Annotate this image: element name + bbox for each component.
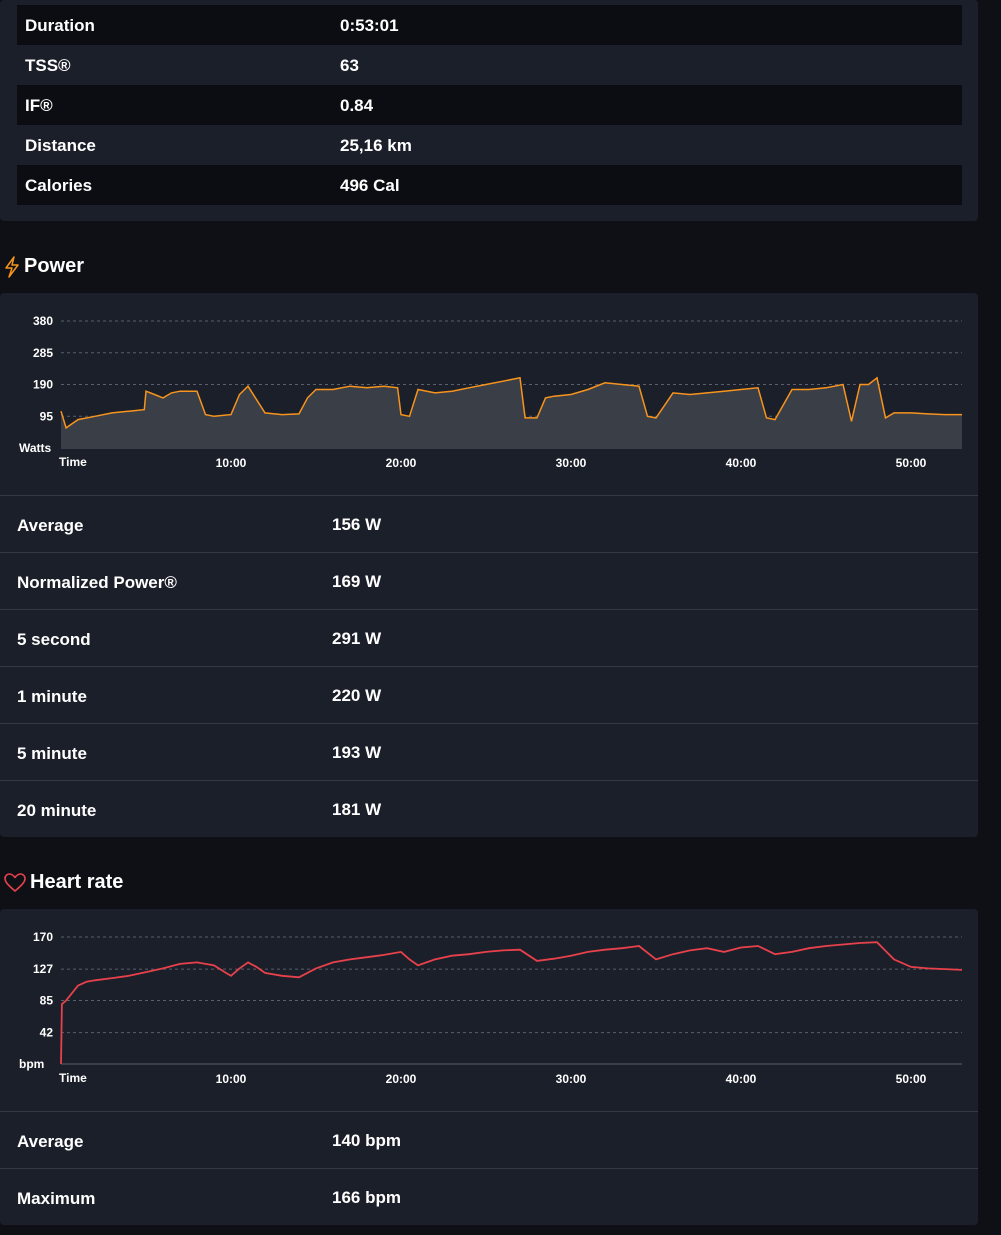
stat-value: 181 W — [332, 800, 382, 819]
power-x-ticks: 10:00 20:00 30:00 40:00 50:00 — [216, 456, 927, 470]
summary-row-distance: Distance 25,16 km — [17, 125, 962, 165]
heart-rate-y-ticks: 42 85 127 170 — [33, 930, 53, 1040]
lightning-icon — [5, 255, 19, 278]
stat-value: 156 W — [332, 515, 382, 534]
y-tick-label: 85 — [40, 994, 54, 1008]
stat-label: 1 minute — [17, 687, 87, 706]
y-tick-label: 170 — [33, 930, 53, 944]
x-tick-label: 10:00 — [216, 1072, 247, 1086]
y-tick-label: 127 — [33, 962, 53, 976]
power-stat-5-second: 5 second 291 W — [0, 609, 978, 667]
x-tick-label: 30:00 — [556, 1072, 587, 1086]
heart-rate-x-ticks: 10:00 20:00 30:00 40:00 50:00 — [216, 1072, 927, 1086]
x-tick-label: 40:00 — [726, 1072, 757, 1086]
y-tick-label: 95 — [40, 409, 54, 423]
y-tick-label: 285 — [33, 346, 53, 360]
power-area — [61, 377, 962, 448]
heart-rate-chart-grid — [61, 936, 962, 1065]
heart-rate-section-title: Heart rate — [4, 871, 123, 894]
summary-value: 496 Cal — [340, 176, 400, 195]
stat-label: 5 second — [17, 630, 91, 649]
y-tick-label: 42 — [40, 1026, 54, 1040]
power-chart: 95 190 285 380 10:00 20:00 30:00 40:00 50:00 Wa… — [19, 314, 962, 470]
x-tick-label: 40:00 — [726, 456, 757, 470]
power-y-axis-label: Watts — [19, 441, 52, 455]
summary-label: TSS® — [25, 56, 71, 75]
heart-rate-y-axis-label: bpm — [19, 1057, 44, 1071]
stat-label: Normalized Power® — [17, 573, 177, 592]
summary-row-tss: TSS® 63 — [17, 45, 962, 85]
stat-label: Average — [17, 1132, 84, 1151]
power-stat-1-minute: 1 minute 220 W — [0, 666, 978, 724]
summary-row-if: IF® 0.84 — [17, 85, 962, 125]
heart-rate-line — [60, 941, 963, 1065]
summary-row-duration: Duration 0:53:01 — [17, 5, 962, 45]
x-tick-label: 30:00 — [556, 456, 587, 470]
x-tick-label: 10:00 — [216, 456, 247, 470]
stat-value: 169 W — [332, 572, 382, 591]
stat-value: 220 W — [332, 686, 382, 705]
heart-rate-title-text: Heart rate — [30, 871, 124, 893]
summary-value: 25,16 km — [340, 136, 412, 155]
power-y-ticks: 95 190 285 380 — [33, 314, 53, 423]
x-tick-label: 20:00 — [386, 456, 417, 470]
heart-rate-stat-maximum: Maximum 166 bpm — [0, 1168, 978, 1226]
stat-label: 5 minute — [17, 744, 87, 763]
summary-value: 0.84 — [340, 96, 374, 115]
power-stat-5-minute: 5 minute 193 W — [0, 723, 978, 781]
power-stat-average: Average 156 W — [0, 495, 978, 553]
heart-rate-x-axis-label: Time — [59, 1071, 87, 1085]
heart-rate-chart: 42 85 127 170 10:00 20:00 30:00 40:00 50:00 bpm… — [19, 930, 963, 1086]
power-section-title: Power — [4, 255, 84, 278]
power-stat-normalized: Normalized Power® 169 W — [0, 552, 978, 610]
heart-rate-panel: 42 85 127 170 10:00 20:00 30:00 40:00 50:00 bpm… — [0, 909, 978, 1225]
x-tick-label: 50:00 — [896, 456, 927, 470]
heart-rate-stat-average: Average 140 bpm — [0, 1111, 978, 1169]
power-line — [60, 376, 962, 430]
stat-value: 166 bpm — [332, 1188, 401, 1207]
power-title-text: Power — [24, 255, 85, 277]
stat-label: Maximum — [17, 1189, 96, 1208]
summary-label: Distance — [25, 136, 96, 155]
y-tick-label: 380 — [33, 314, 53, 328]
stat-value: 291 W — [332, 629, 382, 648]
stat-label: Average — [17, 516, 84, 535]
summary-label: Duration — [25, 16, 95, 35]
y-tick-label: 190 — [33, 378, 53, 392]
summary-row-calories: Calories 496 Cal — [17, 165, 962, 205]
x-tick-label: 50:00 — [896, 1072, 927, 1086]
summary-value: 0:53:01 — [340, 16, 399, 35]
heart-icon — [4, 872, 26, 892]
summary-label: Calories — [25, 176, 93, 195]
stat-label: 20 minute — [17, 801, 97, 820]
x-tick-label: 20:00 — [386, 1072, 417, 1086]
stat-value: 140 bpm — [332, 1131, 401, 1150]
power-stat-20-minute: 20 minute 181 W — [0, 780, 978, 838]
summary-value: 63 — [340, 56, 359, 75]
stat-value: 193 W — [332, 743, 382, 762]
power-x-axis-label: Time — [59, 455, 87, 469]
power-panel: 95 190 285 380 10:00 20:00 30:00 40:00 50:00 Wa… — [0, 293, 978, 837]
summary-panel: Duration 0:53:01 TSS® 63 IF® 0.84 Distan… — [0, 0, 978, 221]
summary-label: IF® — [25, 96, 53, 115]
